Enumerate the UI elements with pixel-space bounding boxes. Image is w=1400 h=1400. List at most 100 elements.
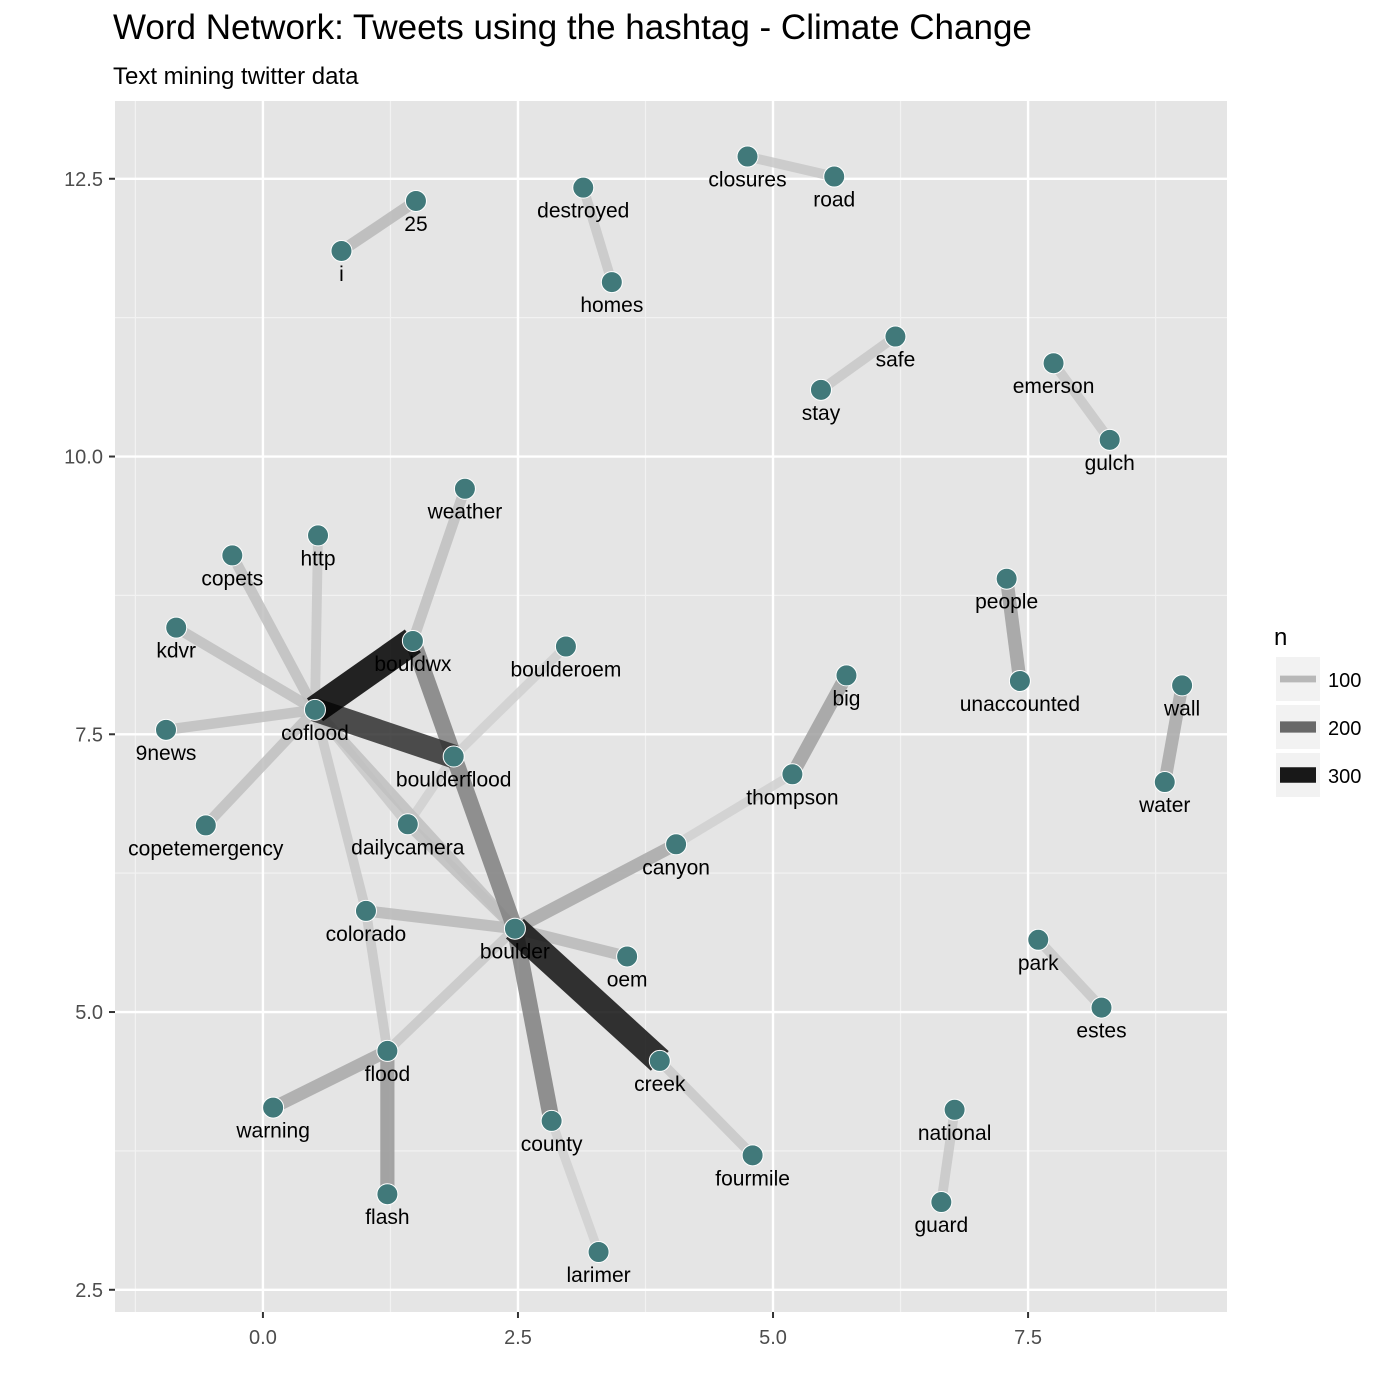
node-label-flash: flash — [365, 1206, 409, 1229]
edge-canyon-thompson — [673, 770, 795, 849]
node-label-wall: wall — [1163, 697, 1200, 720]
node-warning — [262, 1096, 285, 1119]
node-9news — [155, 718, 178, 741]
edge-coflood-9news — [165, 704, 316, 736]
x-tick-label: 7.5 — [1014, 1327, 1042, 1349]
node-label-larimer: larimer — [566, 1264, 630, 1287]
node-destroyed — [572, 176, 595, 199]
node-label-thompson: thompson — [746, 786, 838, 809]
node-people — [995, 567, 1018, 590]
node-label-kdvr: kdvr — [156, 640, 196, 663]
node-fourmile — [741, 1144, 764, 1167]
node-larimer — [587, 1241, 610, 1264]
node-label-weather: weather — [427, 501, 503, 524]
edge-emerson-gulch — [1049, 360, 1114, 443]
node-label-boulder: boulder — [480, 941, 550, 964]
edge-boulder-flood — [383, 925, 519, 1055]
edge-coflood-boulderflood — [311, 698, 458, 768]
node-i — [330, 239, 353, 262]
node-label-boulderoem: boulderoem — [510, 659, 621, 682]
x-axis: 0.0 2.5 5.0 7.5 — [249, 1312, 1042, 1349]
node-boulderoem — [554, 635, 577, 658]
node-label-national: national — [918, 1122, 992, 1145]
node-stay — [809, 378, 832, 401]
node-label-fourmile: fourmile — [715, 1167, 790, 1190]
node-canyon — [665, 833, 688, 856]
edge-colorado-flood — [361, 910, 393, 1052]
grid-minor — [115, 101, 1227, 1312]
node-estes — [1090, 996, 1113, 1019]
chart-title: Word Network: Tweets using the hashtag -… — [113, 8, 1032, 47]
node-label-colorado: colorado — [326, 923, 407, 946]
node-label-flood: flood — [365, 1063, 411, 1086]
grid-major — [115, 101, 1227, 1312]
edge-flood-warning — [270, 1045, 391, 1114]
node-25 — [404, 189, 427, 212]
node-label-creek: creek — [634, 1073, 686, 1096]
x-tick-label: 5.0 — [759, 1327, 787, 1349]
node-label-boulderflood: boulderflood — [396, 768, 512, 791]
edge-boulder-dailycamera — [404, 820, 519, 933]
node-label-dailycamera: dailycamera — [351, 836, 465, 859]
edge-creek-fourmile — [656, 1057, 757, 1159]
node-label-copets: copets — [201, 567, 263, 590]
edge-bouldwx-boulder — [405, 638, 523, 932]
edge-closures-road — [746, 151, 836, 182]
node-label-road: road — [813, 189, 855, 212]
node-labels: i 25 destroyed homes closures road safe stay eme… — [128, 169, 1200, 1287]
y-tick-label: 2.5 — [75, 1280, 103, 1302]
node-label-gulch: gulch — [1085, 452, 1135, 475]
node-colorado — [354, 899, 377, 922]
edge-boulder-creek — [505, 918, 669, 1071]
node-label-destroyed: destroyed — [537, 200, 629, 223]
node-coflood — [303, 698, 326, 721]
node-kdvr — [165, 616, 188, 639]
y-tick-label: 7.5 — [75, 724, 103, 746]
edge-boulder-colorado — [365, 905, 516, 935]
edge-water-wall — [1158, 684, 1189, 784]
node-big — [835, 664, 858, 687]
node-gulch — [1098, 428, 1121, 451]
nodes — [155, 145, 1194, 1264]
node-oem — [616, 945, 639, 968]
edge-boulder-county — [506, 927, 560, 1123]
chart-subtitle: Text mining twitter data — [113, 63, 359, 90]
legend-label-100: 100 — [1328, 670, 1361, 692]
node-road — [823, 165, 846, 188]
node-flood — [376, 1039, 399, 1062]
edge-park-estes — [1034, 936, 1106, 1011]
node-label-homes: homes — [580, 294, 643, 317]
node-boulderflood — [442, 745, 465, 768]
node-label-http: http — [301, 547, 336, 570]
legend-label-300: 300 — [1328, 766, 1361, 788]
x-tick-label: 0.0 — [249, 1327, 277, 1349]
edge-coflood-http — [310, 535, 323, 710]
node-safe — [884, 325, 907, 348]
node-unaccounted — [1008, 669, 1031, 692]
node-guard — [930, 1191, 953, 1214]
edge-thompson-big — [786, 672, 853, 778]
y-tick-label: 10.0 — [64, 447, 103, 469]
edge-boulder-canyon — [511, 838, 680, 935]
node-wall — [1171, 674, 1194, 697]
node-closures — [736, 145, 759, 168]
edge-i-25 — [338, 196, 420, 256]
node-park — [1027, 928, 1050, 951]
node-label-coflood: coflood — [281, 722, 349, 745]
edge-boulderflood-boulderoem — [450, 643, 570, 760]
node-flash — [376, 1183, 399, 1206]
y-tick-label: 12.5 — [64, 169, 103, 191]
y-tick-label: 5.0 — [75, 1002, 103, 1024]
edge-coflood-copets — [227, 552, 320, 713]
node-label-stay: stay — [802, 402, 841, 425]
node-label-park: park — [1018, 952, 1059, 975]
x-tick-label: 2.5 — [504, 1327, 532, 1349]
edges — [165, 151, 1189, 1254]
node-homes — [600, 271, 623, 294]
edge-people-unaccounted — [999, 577, 1027, 682]
node-label-oem: oem — [607, 968, 648, 991]
node-dailycamera — [396, 813, 419, 836]
node-label-unaccounted: unaccounted — [960, 693, 1080, 716]
legend-title: n — [1274, 624, 1287, 651]
